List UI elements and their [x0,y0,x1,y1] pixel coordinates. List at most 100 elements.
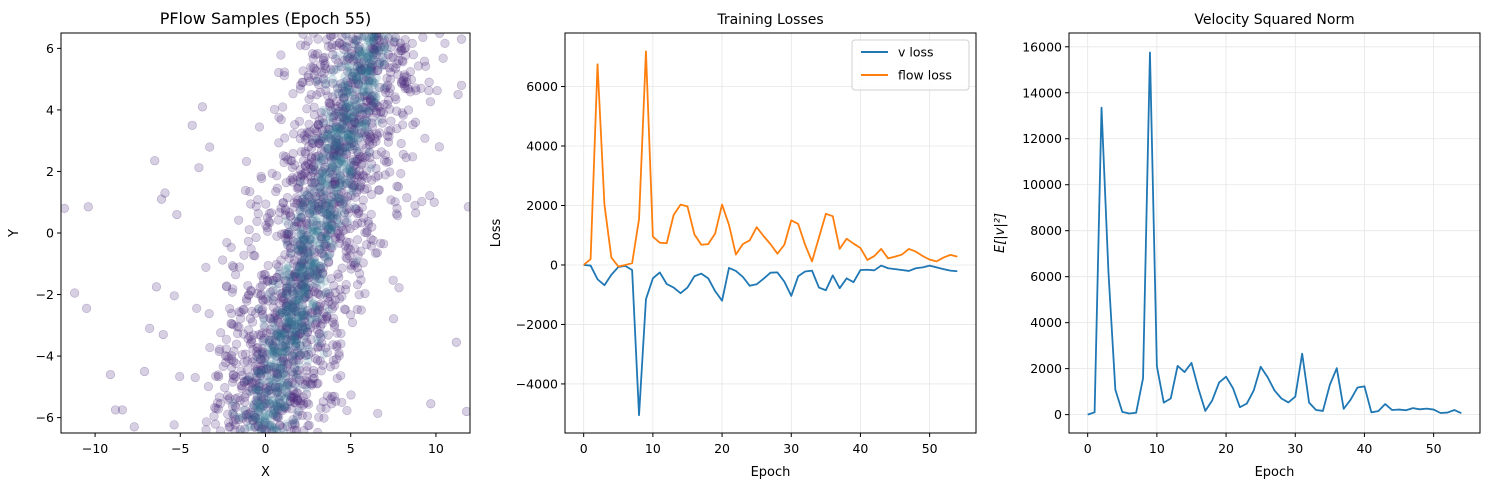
scatter-point [288,289,299,299]
scatter-point [322,391,332,401]
scatter-point-core [320,187,329,196]
y-tick-label: 14000 [1022,85,1062,100]
x-axis-title: X [261,465,270,480]
scatter-point [345,77,355,88]
scatter-point [260,294,271,304]
scatter-point [246,286,256,296]
scatter-point [255,371,266,381]
scatter-point [339,113,349,123]
scatter-point [300,167,311,177]
scatter-point [376,147,387,157]
scatter-point [373,66,383,76]
scatter-point [253,209,263,219]
scatter-point [309,63,319,74]
scatter-point-core [253,367,262,377]
scatter-point-core [368,36,378,45]
scatter-point [334,272,344,282]
scatter-point [357,202,367,212]
scatter-point [290,398,300,408]
scatter-point [290,299,300,309]
scatter-point [298,245,308,255]
scatter-point [347,46,357,56]
scatter-point-core [266,375,275,384]
scatter-point [333,269,343,279]
scatter-point [310,153,321,163]
scatter-point [405,87,415,97]
scatter-point [356,246,366,256]
scatter-point [384,156,394,167]
scatter-point [312,317,322,328]
scatter-point-core [316,214,326,224]
scatter-point [224,393,235,403]
scatter-point-core [273,348,283,358]
scatter-point [352,262,362,273]
scatter-point [345,136,356,146]
scatter-point [279,368,289,378]
scatter-point-core [336,156,345,165]
scatter-point [276,255,286,265]
scatter-point [292,287,303,298]
scatter-point [392,59,402,69]
scatter-point [259,363,269,374]
scatter-point [300,375,310,385]
scatter-point [257,306,267,316]
scatter-point [296,280,306,290]
scatter-point [300,135,311,145]
scatter-point [304,292,314,302]
scatter-point [278,102,288,112]
scatter-outlier [410,117,421,127]
scatter-point [338,225,348,236]
scatter-point [367,43,377,53]
scatter-point [254,122,265,132]
scatter-point [356,127,367,138]
scatter-point [325,243,336,253]
scatter-point [359,213,369,223]
y-tick-label: 0 [1054,407,1062,422]
scatter-point [319,251,329,261]
scatter-point [220,382,230,393]
scatter-point [331,108,341,119]
scatter-point [282,192,293,203]
scatter-point [293,331,303,341]
scatter-point [286,404,296,414]
scatter-point [386,42,396,52]
scatter-point [350,118,360,128]
scatter-point [383,49,393,60]
scatter-point [297,307,307,317]
scatter-point [281,403,292,413]
scatter-point [315,181,326,191]
scatter-point [370,133,380,144]
scatter-point [264,216,274,227]
scatter-point [370,45,380,55]
scatter-point [327,92,338,102]
scatter-point [268,339,278,350]
scatter-point [336,125,346,135]
scatter-point [304,208,315,218]
scatter-point [399,44,410,54]
scatter-point [262,276,273,286]
scatter-point [281,318,291,328]
scatter-point [310,247,320,257]
scatter-point [384,132,394,142]
scatter-point-core [319,250,328,260]
x-tick-label: 10 [428,441,444,456]
scatter-point [293,285,304,295]
scatter-point [397,108,407,118]
scatter-point-core [373,116,383,126]
scatter-point [383,95,394,105]
scatter-point [374,185,384,195]
scatter-point [215,399,225,409]
scatter-point [400,83,410,94]
scatter-point [315,188,325,198]
scatter-point [256,403,266,413]
x-tick-label: −5 [171,441,189,456]
scatter-point [282,380,292,390]
scatter-point [313,128,323,138]
scatter-point [289,398,299,408]
scatter-point [355,128,365,139]
scatter-point [355,63,366,73]
scatter-point [316,232,326,242]
scatter-point-core [256,426,266,433]
scatter-point [286,243,296,253]
scatter-point [317,314,328,324]
